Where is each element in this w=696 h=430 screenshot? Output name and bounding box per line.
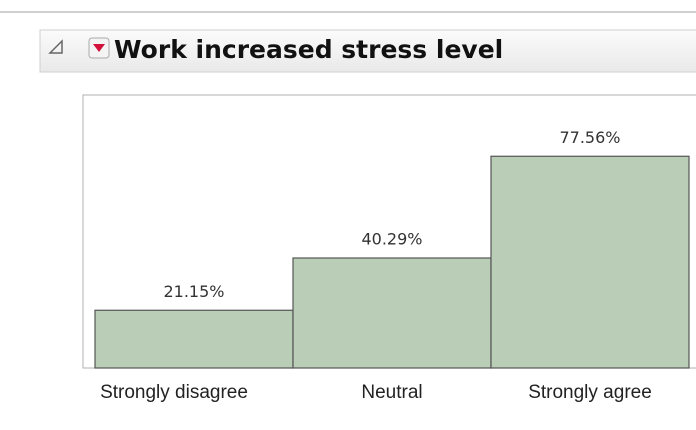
disclosure-icon[interactable] <box>48 39 63 54</box>
chart-title: Work increased stress level <box>114 35 503 64</box>
bar <box>94 309 294 369</box>
title-bar <box>39 29 696 73</box>
bar <box>292 257 492 369</box>
bar <box>490 155 690 369</box>
value-label: 21.15% <box>163 282 224 301</box>
value-label: 77.56% <box>559 128 620 147</box>
menu-arrow <box>93 44 105 52</box>
x-tick-label: Strongly agree <box>528 382 652 403</box>
x-tick-label: Neutral <box>361 382 422 403</box>
x-tick-label: Strongly disagree <box>100 382 248 403</box>
value-label: 40.29% <box>361 230 422 249</box>
